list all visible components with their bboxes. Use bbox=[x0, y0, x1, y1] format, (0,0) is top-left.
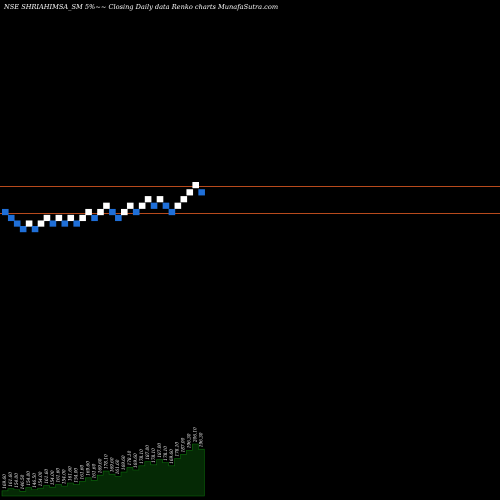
volume-price-label-8: 154.00 bbox=[50, 470, 55, 485]
volume-price-label-4: 154.00 bbox=[26, 471, 31, 486]
volume-price-label-27: 178.10 bbox=[163, 446, 168, 461]
volume-price-label-33: 196.30 bbox=[199, 432, 204, 447]
renko-brick-23 bbox=[138, 202, 146, 209]
volume-price-label-20: 169.60 bbox=[121, 455, 126, 470]
volume-price-label-17: 178.10 bbox=[103, 454, 108, 469]
renko-brick-29 bbox=[174, 202, 182, 209]
volume-price-label-11: 161.60 bbox=[68, 466, 73, 481]
volume-area bbox=[1, 443, 205, 497]
renko-brick-3 bbox=[19, 226, 27, 233]
renko-brick-4 bbox=[25, 220, 33, 227]
renko-brick-11 bbox=[67, 214, 75, 222]
volume-price-label-16: 169.60 bbox=[97, 458, 102, 473]
volume-price-label-9: 161.60 bbox=[56, 468, 61, 483]
renko-brick-31 bbox=[186, 189, 194, 196]
volume-price-label-18: 169.60 bbox=[109, 457, 114, 472]
renko-brick-7 bbox=[43, 214, 51, 222]
renko-brick-15 bbox=[91, 214, 98, 222]
volume-price-label-24: 187.00 bbox=[145, 445, 150, 460]
renko-brick-32 bbox=[192, 182, 199, 189]
volume-price-label-32: 206.10 bbox=[193, 427, 198, 443]
volume-price-label-2: 154.00 bbox=[14, 473, 19, 488]
renko-brick-33 bbox=[198, 189, 205, 196]
renko-brick-17 bbox=[103, 202, 110, 209]
volume-price-label-28: 169.60 bbox=[169, 449, 174, 464]
renko-brick-20 bbox=[121, 208, 128, 216]
renko-bricks bbox=[2, 182, 205, 233]
renko-brick-1 bbox=[7, 214, 15, 222]
renko-brick-21 bbox=[126, 202, 134, 209]
renko-brick-0 bbox=[2, 208, 9, 216]
renko-brick-16 bbox=[97, 208, 104, 216]
volume-price-label-12: 154.00 bbox=[74, 468, 79, 483]
renko-brick-12 bbox=[73, 220, 80, 227]
renko-brick-18 bbox=[109, 208, 116, 216]
volume-price-label-7: 161.60 bbox=[44, 469, 49, 484]
volume-price-label-6: 154.00 bbox=[38, 471, 43, 486]
renko-brick-30 bbox=[180, 196, 188, 203]
renko-brick-13 bbox=[79, 214, 86, 222]
volume-price-label-22: 169.60 bbox=[133, 453, 138, 468]
volume-price-label-13: 161.60 bbox=[80, 464, 85, 479]
renko-brick-19 bbox=[115, 214, 122, 222]
renko-brick-8 bbox=[49, 220, 57, 227]
volume-price-label-31: 196.30 bbox=[187, 433, 192, 448]
renko-brick-28 bbox=[168, 208, 176, 216]
renko-brick-2 bbox=[13, 220, 21, 227]
volume-price-label-26: 187.00 bbox=[157, 443, 162, 458]
volume-price-label-15: 161.60 bbox=[91, 463, 96, 478]
volume-price-label-25: 178.10 bbox=[151, 448, 156, 463]
volume-price-label-30: 187.00 bbox=[181, 437, 186, 452]
renko-brick-22 bbox=[132, 208, 140, 216]
volume-price-label-1: 161.60 bbox=[8, 472, 13, 487]
renko-brick-24 bbox=[144, 196, 152, 203]
chart-title: NSE SHRIAHIMSA_SM 5%~~ Closing Daily dat… bbox=[4, 3, 279, 11]
volume-price-label-21: 178.10 bbox=[127, 450, 132, 465]
renko-brick-10 bbox=[61, 220, 69, 227]
renko-brick-9 bbox=[55, 214, 63, 222]
renko-brick-25 bbox=[150, 202, 158, 209]
volume-price-label-29: 178.10 bbox=[175, 442, 180, 457]
volume-panel: 169.60 161.60 154.00 146.50 154.00 146.50 154.… bbox=[1, 427, 205, 497]
volume-price-label-3: 146.50 bbox=[20, 474, 25, 489]
volume-price-label-10: 154.00 bbox=[62, 469, 67, 484]
volume-price-label-14: 169.60 bbox=[86, 461, 91, 476]
renko-brick-27 bbox=[162, 202, 170, 209]
renko-brick-14 bbox=[85, 208, 92, 216]
volume-price-label-19: 161.60 bbox=[115, 459, 120, 474]
volume-price-label-0: 169.60 bbox=[2, 474, 7, 489]
renko-brick-26 bbox=[156, 196, 164, 203]
reference-lines bbox=[0, 186, 500, 214]
renko-brick-5 bbox=[31, 226, 39, 233]
renko-brick-6 bbox=[37, 220, 45, 227]
volume-price-label-23: 178.10 bbox=[139, 449, 144, 464]
volume-price-label-5: 146.50 bbox=[32, 473, 37, 488]
